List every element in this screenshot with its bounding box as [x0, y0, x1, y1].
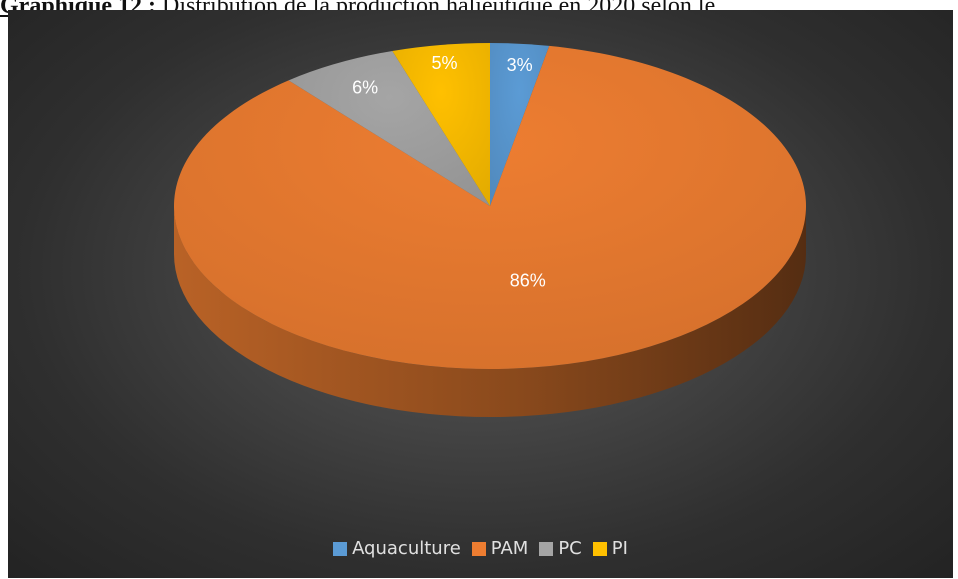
legend-swatch-aquaculture [333, 541, 348, 556]
pie-slice-aquaculture [490, 43, 550, 206]
legend-swatch-pam [471, 541, 486, 556]
data-label-aquaculture: 3% [507, 55, 533, 75]
legend-label-pam: PAM [490, 538, 529, 559]
data-label-pi: 5% [431, 53, 457, 73]
legend-item-aquaculture: Aquaculture [333, 538, 461, 559]
pie-slice-pi [392, 43, 490, 206]
pie-side-pam [174, 206, 806, 417]
legend-item-pi: PI [592, 538, 628, 559]
pie-top [173, 43, 807, 369]
chart-panel: 3% 86% 6% 5% Aquaculture PAM PC PI [8, 10, 953, 578]
legend-swatch-pc [539, 541, 554, 556]
legend-item-pam: PAM [471, 538, 529, 559]
legend-label-pi: PI [611, 538, 628, 559]
pie-slice-pam [173, 45, 807, 369]
pie-data-labels: 3% 86% 6% 5% [352, 53, 546, 290]
data-label-pam: 86% [510, 271, 546, 291]
pie-slice-pc [288, 50, 490, 207]
data-label-pc: 6% [352, 78, 378, 98]
chart-legend: Aquaculture PAM PC PI [8, 538, 953, 559]
legend-swatch-pi [592, 541, 607, 556]
pie-sides [174, 206, 806, 417]
legend-item-pc: PC [539, 538, 582, 559]
pie-chart: 3% 86% 6% 5% [173, 43, 807, 417]
legend-label-aquaculture: Aquaculture [352, 538, 461, 559]
legend-label-pc: PC [558, 538, 582, 559]
